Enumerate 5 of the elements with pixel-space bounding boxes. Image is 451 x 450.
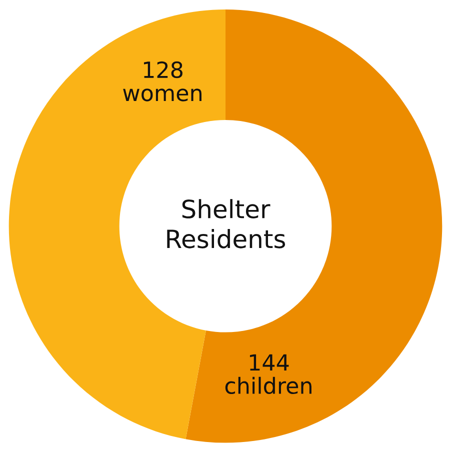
slice-label: children	[225, 376, 312, 394]
data-label: 128	[144, 61, 182, 78]
text: Shelter Residents	[167, 199, 286, 248]
data-label: 144	[250, 354, 289, 371]
slice-label: women	[123, 88, 202, 102]
